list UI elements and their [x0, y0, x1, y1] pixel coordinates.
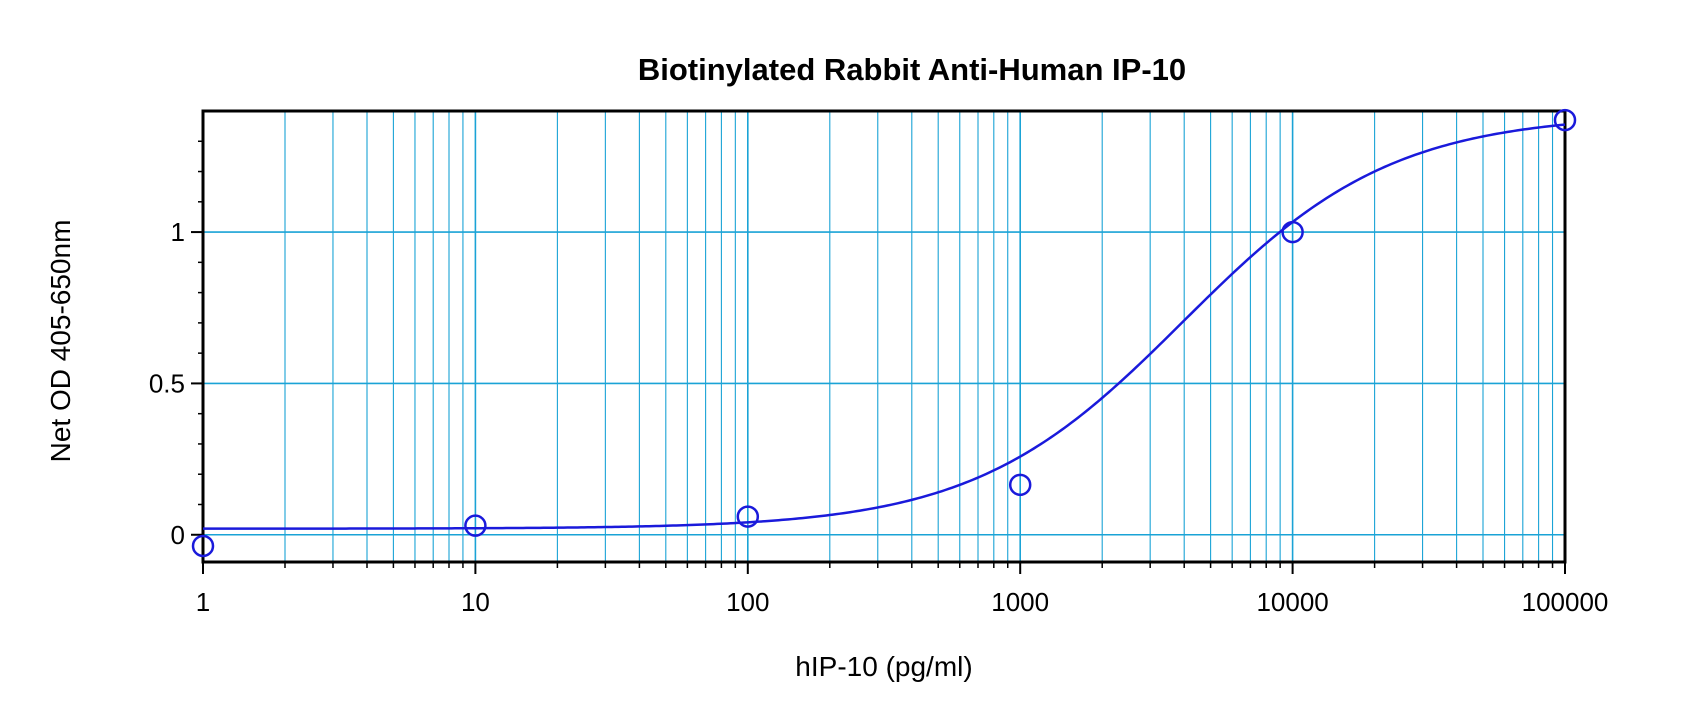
y-tick-labels: 00.51	[149, 217, 185, 550]
x-axis-label: hIP-10 (pg/ml)	[795, 651, 972, 682]
data-points	[191, 108, 1577, 558]
data-point	[464, 514, 487, 537]
data-point	[1281, 220, 1304, 244]
data-point	[736, 505, 760, 528]
x-tick-label: 10	[461, 587, 490, 617]
data-point	[1008, 473, 1032, 497]
y-tick-label: 0.5	[149, 368, 185, 398]
data-point	[1553, 108, 1577, 132]
minor-ticks	[198, 140, 1554, 568]
x-tick-labels: 1 10 100 1000 10000 100000	[196, 587, 1609, 617]
x-tick-label: 1000	[991, 587, 1049, 617]
grid-lines	[203, 111, 1565, 562]
x-tick-label: 100	[726, 587, 769, 617]
x-tick-label: 1	[196, 587, 210, 617]
y-tick-label: 1	[171, 217, 185, 247]
x-tick-label: 10000	[1256, 587, 1328, 617]
chart-title: Biotinylated Rabbit Anti-Human IP-10	[638, 52, 1186, 87]
fit-curve	[203, 123, 1566, 530]
major-ticks	[191, 231, 1566, 574]
plot-frame	[201, 109, 1567, 564]
y-tick-label: 0	[171, 520, 185, 550]
x-tick-label: 100000	[1522, 587, 1609, 617]
y-axis-label: Net OD 405-650nm	[45, 220, 76, 463]
data-point	[191, 534, 215, 558]
